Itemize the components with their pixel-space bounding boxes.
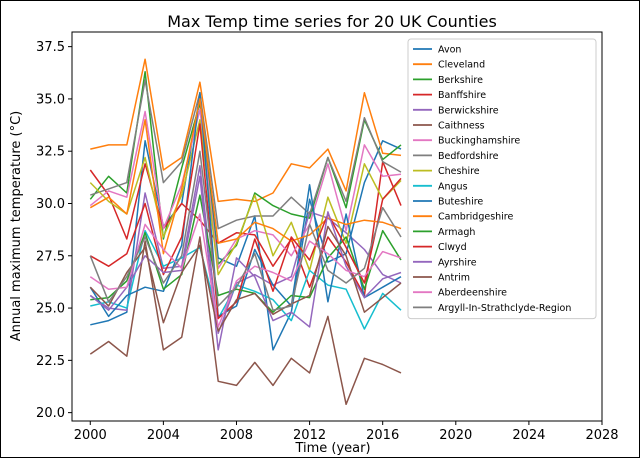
- legend: Avon Cleveland Berkshire Banffshire Berwicks…: [407, 38, 597, 320]
- y-tick-label: 22.5: [36, 354, 65, 369]
- legend-label-clwyd: Clwyd: [438, 242, 467, 253]
- x-axis-ticks: 2000 2004 2008 2012 2016 2020 2024 2028: [74, 421, 619, 443]
- legend-label-argyll-in-strathclyde-region: Argyll-In-Strathclyde-Region: [438, 303, 571, 314]
- legend-label-banffshire: Banffshire: [438, 90, 486, 101]
- legend-label-cambridgeshire: Cambridgeshire: [438, 212, 513, 223]
- x-tick-label: 2008: [220, 428, 253, 443]
- y-axis-label: Annual maximum temperature (°C): [9, 111, 24, 342]
- series-line-buckinghamshire: [89, 108, 402, 270]
- x-tick-label: 2000: [74, 428, 107, 443]
- y-tick-label: 37.5: [36, 40, 65, 55]
- series-line-cleveland: [90, 58, 402, 203]
- series-line-armagh: [90, 194, 402, 313]
- series-line-argyll-in-strathclyde-region: [89, 150, 402, 311]
- y-tick-label: 35.0: [36, 92, 65, 107]
- x-tick-label: 2024: [512, 428, 545, 443]
- series-line-antrim: [89, 225, 402, 332]
- series-lines: [89, 58, 402, 406]
- legend-label-ayrshire: Ayrshire: [438, 257, 477, 268]
- chart-title: Max Temp time series for 20 UK Counties: [167, 12, 497, 31]
- plot-area-frame: [71, 31, 603, 422]
- legend-label-buteshire: Buteshire: [438, 197, 483, 208]
- series-line-avon: [90, 93, 402, 351]
- x-tick-label: 2016: [366, 428, 399, 443]
- y-tick-label: 20.0: [36, 406, 65, 421]
- series-line-banffshire: [89, 160, 402, 297]
- x-tick-label: 2020: [439, 428, 472, 443]
- y-axis-ticks: 20.0 22.5 25.0 27.5 30.0 32.5 35.0 37.5: [36, 40, 72, 421]
- legend-label-angus: Angus: [438, 181, 468, 192]
- legend-label-buckinghamshire: Buckinghamshire: [438, 136, 520, 147]
- x-axis-label: Time (year): [294, 441, 370, 456]
- legend-label-cheshire: Cheshire: [438, 166, 480, 177]
- y-tick-label: 25.0: [36, 302, 65, 317]
- legend-label-antrim: Antrim: [438, 273, 470, 284]
- legend-label-armagh: Armagh: [438, 227, 475, 238]
- y-tick-label: 27.5: [36, 249, 65, 264]
- legend-label-aberdeenshire: Aberdeenshire: [438, 288, 507, 299]
- x-tick-label: 2004: [147, 428, 180, 443]
- legend-label-bedfordshire: Bedfordshire: [438, 151, 499, 162]
- x-tick-label: 2028: [585, 428, 618, 443]
- y-tick-label: 30.0: [36, 197, 65, 212]
- legend-box: [407, 38, 597, 320]
- legend-label-berwickshire: Berwickshire: [438, 105, 499, 116]
- legend-label-avon: Avon: [438, 45, 461, 56]
- y-tick-label: 32.5: [36, 145, 65, 160]
- legend-label-cleveland: Cleveland: [438, 60, 485, 71]
- legend-label-berkshire: Berkshire: [438, 75, 483, 86]
- x-tick-label: 2012: [293, 428, 326, 443]
- series-line-cambridgeshire: [89, 98, 402, 255]
- series-line-buteshire: [89, 91, 402, 318]
- series-line-aberdeenshire: [89, 213, 402, 328]
- legend-label-caithness: Caithness: [438, 121, 485, 132]
